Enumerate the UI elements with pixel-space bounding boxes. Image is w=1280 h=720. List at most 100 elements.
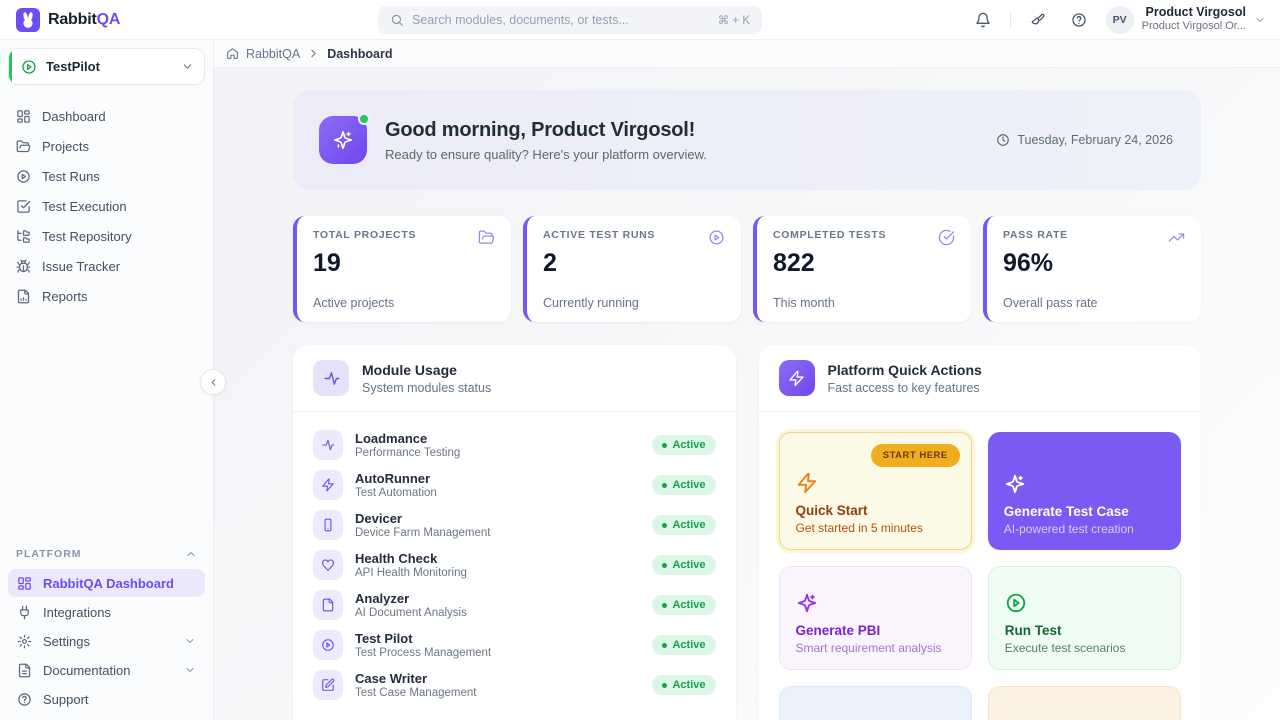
project-selector[interactable]: TestPilot <box>8 48 205 85</box>
sidebar-item-rabbitqa-dashboard[interactable]: RabbitQA Dashboard <box>8 569 205 597</box>
panel-subtitle: Fast access to key features <box>827 380 980 395</box>
tile-subtitle: Get started in 5 minutes <box>795 521 923 535</box>
search-shortcut: ⌘ + K <box>717 14 750 27</box>
sidebar-item-dashboard[interactable]: Dashboard <box>0 101 213 131</box>
run-test-tile[interactable]: Run Test Execute test scenarios <box>987 566 1181 670</box>
user-menu[interactable]: PV Product Virgosol Product Virgosol Or.… <box>1105 5 1266 34</box>
quick-start-tile[interactable]: START HERE Quick Start Get started in 5 … <box>778 432 972 550</box>
folder-tree-icon <box>17 229 30 243</box>
stat-card-pass-rate[interactable]: PASS RATE 96% Overall pass rate <box>983 216 1201 322</box>
smartphone-icon <box>313 510 343 540</box>
bell-icon <box>975 12 990 27</box>
chevron-left-icon <box>211 378 215 386</box>
topbar-actions: PV Product Virgosol Product Virgosol Or.… <box>969 5 1280 34</box>
stat-value: 19 <box>313 249 341 277</box>
sidebar-item-issue-tracker[interactable]: Issue Tracker <box>0 251 213 281</box>
module-usage-header: Module Usage System modules status <box>293 345 736 412</box>
chevron-down-icon <box>186 668 194 672</box>
search-input[interactable] <box>412 12 710 27</box>
file-text-icon <box>18 663 31 677</box>
avatar: PV <box>1105 5 1134 34</box>
sidebar-item-label: Settings <box>43 633 90 649</box>
module-row-health-check[interactable]: Health Check API Health Monitoring Activ… <box>313 545 716 585</box>
trending-up-icon <box>1168 233 1185 242</box>
sidebar-collapse-button[interactable] <box>200 369 226 395</box>
quick-action-tile-partial[interactable] <box>778 686 972 720</box>
module-name: AutoRunner <box>355 470 431 486</box>
status-badge: Active <box>652 595 716 615</box>
quick-actions-grid: START HERE Quick Start Get started in 5 … <box>759 412 1202 720</box>
sidebar-item-test-execution[interactable]: Test Execution <box>0 191 213 221</box>
stat-label: ACTIVE TEST RUNS <box>543 229 656 241</box>
module-row-loadmance[interactable]: Loadmance Performance Testing Active <box>313 425 716 465</box>
app-logo[interactable]: RabbitQA <box>0 7 214 32</box>
chevron-down-icon <box>183 64 192 69</box>
generate-test-case-tile[interactable]: Generate Test Case AI-powered test creat… <box>987 432 1181 550</box>
sidebar-item-support[interactable]: Support <box>8 685 205 713</box>
module-row-devicer[interactable]: Devicer Device Farm Management Active <box>313 505 716 545</box>
global-search[interactable]: ⌘ + K <box>378 5 762 34</box>
user-name: Product Virgosol <box>1145 4 1246 19</box>
banner-text: Good morning, Product Virgosol! Ready to… <box>385 119 707 162</box>
paintbrush-icon <box>1031 13 1045 24</box>
status-badge: Active <box>652 675 716 695</box>
stat-card-total-projects[interactable]: TOTAL PROJECTS 19 Active projects <box>293 216 511 322</box>
help-button[interactable] <box>1065 6 1093 34</box>
tile-subtitle: Smart requirement analysis <box>795 641 942 655</box>
sidebar-item-test-runs[interactable]: Test Runs <box>0 161 213 191</box>
sidebar-item-reports[interactable]: Reports <box>0 281 213 311</box>
top-bar: RabbitQA ⌘ + K PV Product Virgosol Produ… <box>0 0 1280 40</box>
module-row-case-writer[interactable]: Case Writer Test Case Management Active <box>313 665 716 705</box>
current-date: Tuesday, February 24, 2026 <box>996 133 1173 147</box>
platform-section-label: PLATFORM <box>16 548 82 560</box>
stat-caption: Overall pass rate <box>1003 296 1098 310</box>
module-row-analyzer[interactable]: Analyzer AI Document Analysis Active <box>313 585 716 625</box>
clock-icon <box>997 134 1010 146</box>
module-description: Test Automation <box>355 487 437 500</box>
module-name: Health Check <box>355 550 438 566</box>
start-here-badge: START HERE <box>870 444 960 467</box>
banner-icon <box>319 113 370 164</box>
stat-label: PASS RATE <box>1003 229 1068 241</box>
chevron-up-icon <box>187 552 195 556</box>
sidebar-item-settings[interactable]: Settings <box>8 627 205 655</box>
sidebar-item-test-repository[interactable]: Test Repository <box>0 221 213 251</box>
breadcrumb-root[interactable]: RabbitQA <box>246 46 301 61</box>
gear-icon <box>17 634 32 648</box>
notifications-button[interactable] <box>969 6 997 34</box>
greeting-subtitle: Ready to ensure quality? Here's your pla… <box>385 146 707 162</box>
module-description: Test Case Management <box>355 687 477 700</box>
module-name: Devicer <box>355 510 402 526</box>
sidebar-item-label: RabbitQA Dashboard <box>43 575 174 591</box>
sidebar-item-projects[interactable]: Projects <box>0 131 213 161</box>
stat-label: COMPLETED TESTS <box>773 229 887 241</box>
stat-value: 2 <box>543 249 557 277</box>
stat-card-completed-tests[interactable]: COMPLETED TESTS 822 This month <box>753 216 971 322</box>
platform-section: PLATFORM RabbitQA Dashboard Integrations… <box>0 542 213 720</box>
platform-section-toggle[interactable]: PLATFORM <box>0 542 213 568</box>
folder-open-icon <box>16 139 31 152</box>
sidebar-item-documentation[interactable]: Documentation <box>8 656 205 684</box>
module-row-test-pilot[interactable]: Test Pilot Test Process Management Activ… <box>313 625 716 665</box>
file-chart-icon <box>17 289 30 303</box>
sidebar-item-integrations[interactable]: Integrations <box>8 598 205 626</box>
generate-pbi-tile[interactable]: Generate PBI Smart requirement analysis <box>778 566 972 670</box>
quick-actions-header: Platform Quick Actions Fast access to ke… <box>758 345 1201 412</box>
home-icon[interactable] <box>226 47 239 60</box>
folder-open-icon <box>478 230 495 244</box>
check-square-icon <box>17 199 31 213</box>
stat-label: TOTAL PROJECTS <box>313 229 417 241</box>
stat-card-active-test-runs[interactable]: ACTIVE TEST RUNS 2 Currently running <box>523 216 741 322</box>
module-description: Test Process Management <box>355 647 492 660</box>
activity-icon <box>313 430 343 460</box>
theme-brush-button[interactable] <box>1024 6 1052 34</box>
rabbit-logo-icon <box>16 7 40 32</box>
file-icon <box>313 590 343 620</box>
panel-title: Module Usage <box>362 361 457 378</box>
module-description: API Health Monitoring <box>355 567 467 580</box>
quick-action-tile-partial[interactable] <box>987 686 1181 720</box>
user-names: Product Virgosol Product Virgosol Or... <box>1142 5 1246 34</box>
module-row-autorunner[interactable]: AutoRunner Test Automation Active <box>313 465 716 505</box>
activity-icon <box>313 360 349 396</box>
square-pen-icon <box>313 670 343 700</box>
